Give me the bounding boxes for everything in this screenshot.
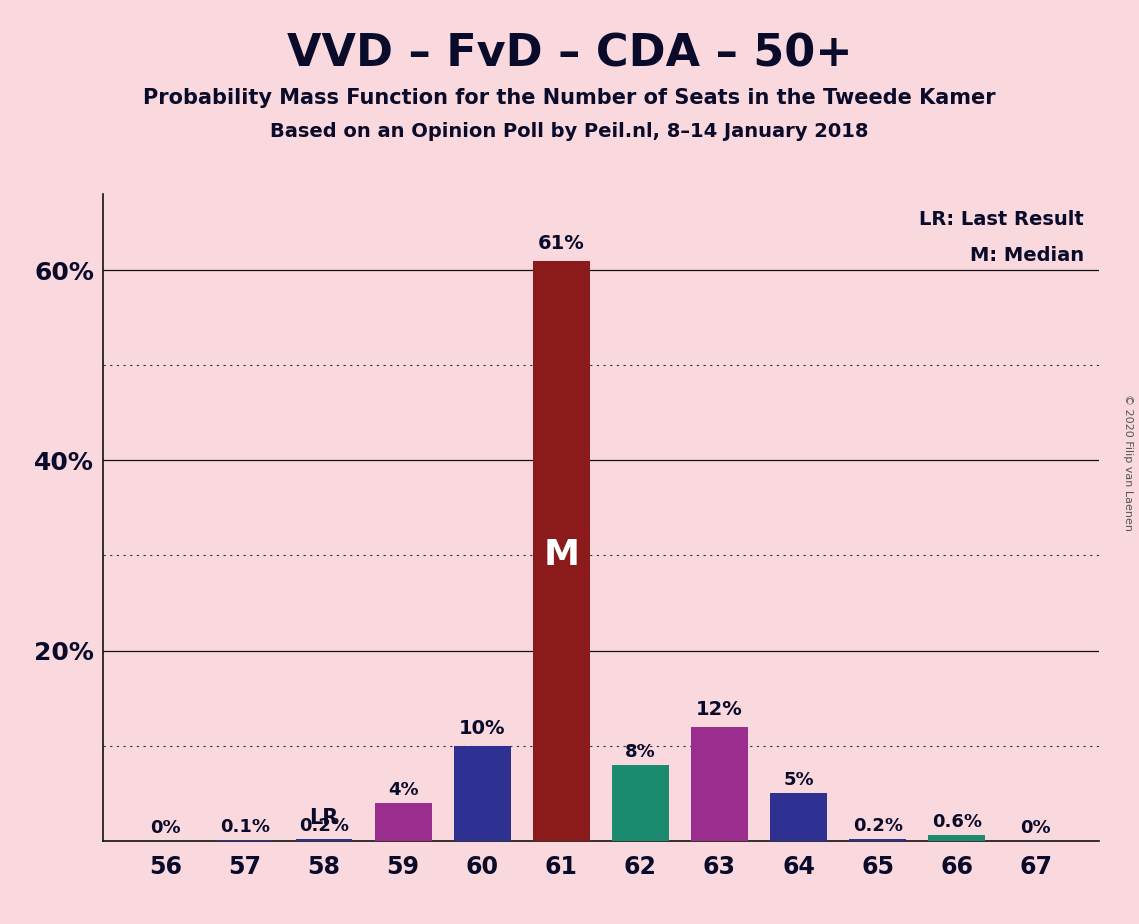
Text: 0.2%: 0.2% (853, 817, 903, 835)
Bar (691, 726, 748, 841)
Text: 0.2%: 0.2% (298, 817, 349, 835)
Text: M: M (543, 539, 580, 573)
Text: 0%: 0% (150, 819, 181, 837)
Text: 12%: 12% (696, 700, 743, 719)
Text: © 2020 Filip van Laenen: © 2020 Filip van Laenen (1123, 394, 1133, 530)
Bar (533, 261, 590, 841)
Text: 5%: 5% (784, 772, 814, 789)
Bar (216, 840, 273, 841)
Text: M: Median: M: Median (970, 246, 1084, 265)
Text: LR: Last Result: LR: Last Result (919, 211, 1084, 229)
Bar (453, 746, 510, 841)
Bar (612, 765, 669, 841)
Text: 4%: 4% (387, 781, 418, 799)
Text: Probability Mass Function for the Number of Seats in the Tweede Kamer: Probability Mass Function for the Number… (144, 88, 995, 108)
Text: 0.6%: 0.6% (932, 813, 982, 832)
Bar (375, 803, 432, 841)
Text: 0.1%: 0.1% (220, 818, 270, 836)
Text: 10%: 10% (459, 719, 506, 738)
Text: 61%: 61% (538, 234, 584, 253)
Text: LR: LR (310, 808, 338, 828)
Text: 8%: 8% (625, 743, 656, 761)
Bar (850, 839, 907, 841)
Bar (770, 794, 827, 841)
Text: Based on an Opinion Poll by Peil.nl, 8–14 January 2018: Based on an Opinion Poll by Peil.nl, 8–1… (270, 122, 869, 141)
Bar (295, 839, 352, 841)
Bar (928, 835, 985, 841)
Text: 0%: 0% (1021, 819, 1051, 837)
Text: VVD – FvD – CDA – 50+: VVD – FvD – CDA – 50+ (287, 32, 852, 76)
